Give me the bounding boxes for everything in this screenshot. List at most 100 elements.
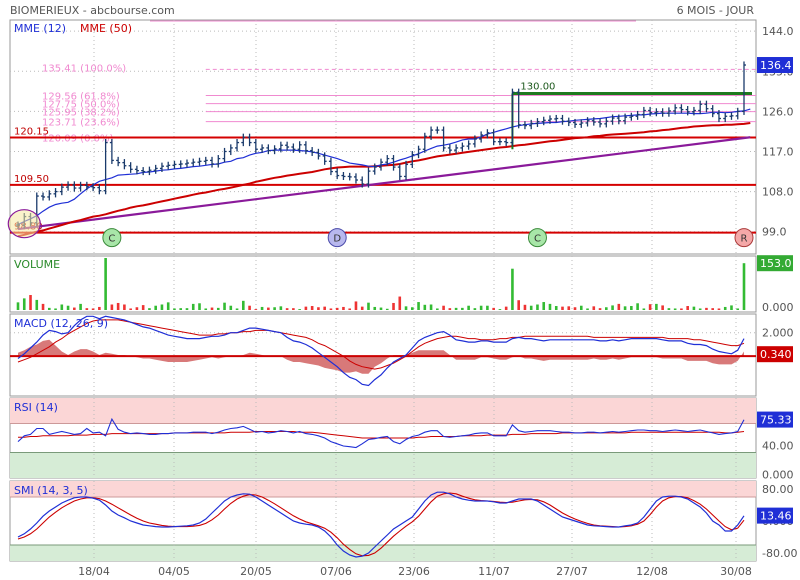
x-tick-label: 11/07 [478,565,510,578]
volume-bar [273,307,276,310]
volume-bar [605,307,608,310]
support-label: 109.50 [14,174,49,185]
legend-mme50: MME (50) [80,22,132,35]
y-tick-label: -80.00 [762,547,797,560]
macd-line [17,315,745,387]
volume-bar [529,305,533,310]
volume-bar [661,305,664,310]
volume-bar [123,304,126,310]
x-tick-label: 30/08 [720,565,752,578]
volume-bar [717,308,721,310]
volume-bar [16,302,20,310]
volume-bar [354,301,358,310]
volume-bar [79,303,82,310]
volume-bar [711,308,715,310]
volume-bar [492,307,495,310]
volume-bar [579,305,583,310]
volume-bar [429,304,433,310]
smi-current-value: 13.46 [760,510,792,523]
volume-bar [279,306,283,310]
volume-bar [85,308,89,310]
y-tick-label: 2.000 [762,327,794,340]
volume-bar [473,308,477,310]
volume-bar [410,307,414,310]
volume-bar [292,308,295,310]
volume-bar [285,308,289,310]
volume-bar [204,308,208,310]
volume-bar [448,308,452,310]
volume-panel: VOLUME 0.000 153.0 [9,255,794,314]
pattern-highlight [7,209,41,239]
volume-bar [335,307,339,310]
volume-bar [667,308,671,310]
volume-bar [348,308,352,310]
fibo-label: 125.95 (38.2%) [42,108,120,119]
trend-line [17,136,751,231]
volume-bar [35,299,39,310]
volume-bar [210,307,214,310]
volume-bar [310,306,314,310]
volume-bar [423,304,427,310]
rsi-current-value: 75.33 [760,414,792,427]
volume-bar [511,268,514,310]
volume-bar [360,306,364,310]
support-label: 120.15 [14,126,49,137]
volume-bar [66,305,70,310]
volume-bar [29,295,32,310]
volume-bar [698,308,702,310]
volume-bar [592,306,596,310]
volume-bar [148,308,151,310]
rsi-label: RSI (14) [14,401,58,414]
fibo-label: 123.71 (23.6%) [42,118,120,129]
fibo-label: 129.56 (61.8%) [42,92,120,103]
volume-bar [611,305,614,310]
volume-bar [398,296,402,310]
volume-bar [479,305,483,310]
volume-bar [160,304,164,310]
volume-bar [742,263,746,310]
volume-bar [248,305,251,310]
volume-bar [116,302,120,310]
panel-frame [9,255,757,313]
volume-bar [392,302,395,310]
volume-bar [573,307,577,310]
volume-bar [198,303,201,310]
volume-bar [173,308,176,310]
rsi-current-value-bg [757,411,793,428]
volume-bar [623,306,627,310]
y-tick-label: 80.00 [762,483,794,496]
volume-bar [548,303,552,310]
volume-bar [323,306,326,310]
volume-bar [141,305,145,310]
volume-bar [98,306,101,310]
volume-bar [179,308,183,310]
event-marker-label: C [108,234,115,245]
volume-bar [686,306,689,310]
event-marker [327,228,347,248]
event-marker [734,228,754,248]
chart-title: BIOMERIEUX - abcbourse.com [10,4,175,17]
y-tick-label: 144.0 [762,25,794,38]
overbought-zone [10,481,756,497]
smi-line [17,491,745,558]
volume-bar [598,308,602,310]
event-marker-label: R [741,234,748,245]
volume-bar [129,308,132,310]
volume-bar [216,307,220,310]
volume-bar [467,305,470,310]
macd-current-value: 0.340 [760,348,792,361]
period-label: 6 MOIS - JOUR [677,4,755,17]
x-tick-label: 18/04 [78,565,110,578]
fibo-label: 120.09 (0.0%) [42,134,113,145]
volume-bar [673,308,677,310]
volume-bar [648,304,652,310]
volume-bar [135,307,139,310]
volume-bar [367,302,370,310]
volume-bar [342,306,345,310]
volume-bar [617,303,621,310]
volume-bar [304,306,308,310]
volume-bar [730,305,733,310]
fibo-label: 127.75 (50.0%) [42,100,120,111]
